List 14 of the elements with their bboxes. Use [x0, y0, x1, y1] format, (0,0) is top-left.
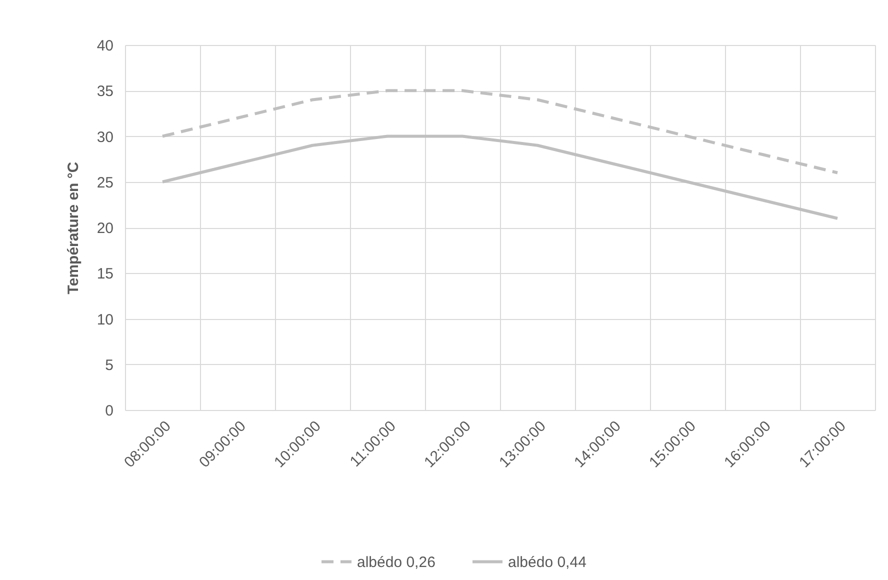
line-series [161, 134, 839, 220]
legend-label: albédo 0,26 [357, 554, 436, 571]
y-tick-label: 40 [96, 38, 114, 54]
y-tick-label: 0 [105, 402, 114, 420]
y-tick-label: 25 [96, 174, 114, 192]
y-tick-label: 15 [96, 266, 114, 283]
y-axis-title: Température en °C [64, 162, 82, 294]
y-tick-label: 10 [96, 311, 114, 328]
legend-label: albédo 0,44 [508, 554, 586, 571]
y-tick-label: 5 [105, 356, 114, 374]
y-tick-label: 20 [96, 220, 114, 237]
y-tick-label: 35 [96, 83, 114, 100]
y-tick-label: 30 [96, 128, 114, 146]
line-series [161, 89, 839, 174]
